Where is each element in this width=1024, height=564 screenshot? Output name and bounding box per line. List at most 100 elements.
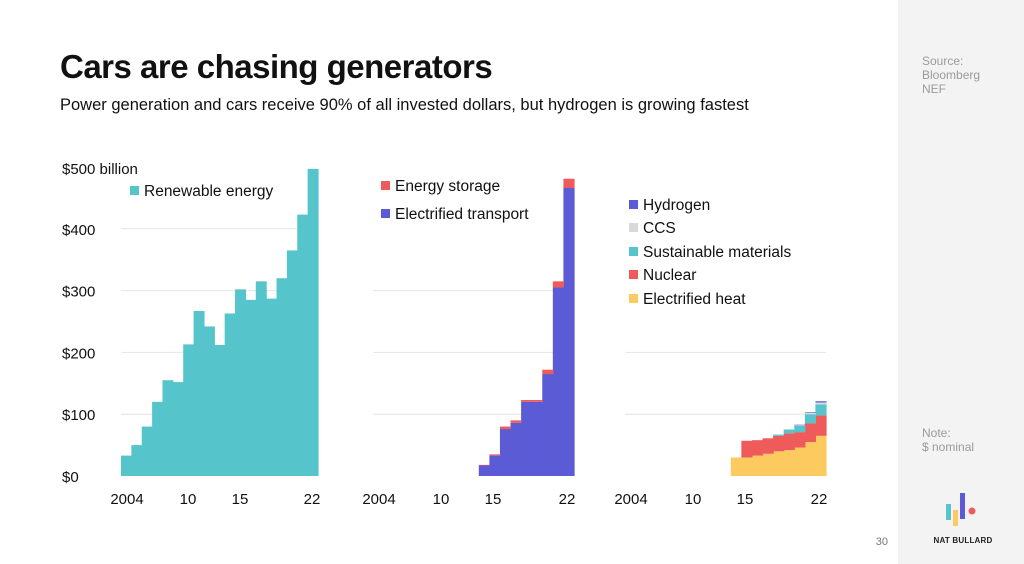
data-bar: [531, 401, 543, 476]
data-bar: [794, 425, 806, 426]
data-bar: [121, 455, 132, 476]
charts-area: $0 $100 $200 $300 $400 $500 billion 2004 10 15 22…: [62, 161, 828, 508]
note-line: Note:: [922, 426, 951, 440]
y-tick-label: $400: [62, 222, 95, 239]
data-bar: [266, 298, 278, 476]
data-bar: [804, 412, 817, 415]
legend-label: Nuclear: [643, 267, 696, 284]
source-line: Source:: [922, 54, 964, 68]
source-line: Bloomberg: [922, 68, 981, 82]
slide: Cars are chasing generators Power genera…: [60, 48, 888, 548]
x-tick-label: 10: [685, 491, 702, 508]
legend-swatch: [629, 294, 638, 303]
data-bar: [531, 399, 543, 402]
data-bar: [773, 451, 785, 476]
data-bar: [276, 278, 288, 476]
data-bar: [489, 454, 501, 456]
y-axis-label: $500 billion: [62, 161, 138, 178]
data-bar: [794, 432, 806, 448]
data-bar: [141, 426, 153, 476]
legend-label: Renewable energy: [144, 183, 274, 200]
data-bar: [542, 374, 554, 476]
legend-swatch: [130, 186, 139, 195]
data-bar: [510, 422, 522, 476]
data-bar: [751, 440, 764, 456]
logo: NAT BULLARD: [928, 490, 998, 550]
data-bar: [489, 455, 501, 476]
x-tick-label: 10: [180, 491, 197, 508]
legend-swatch: [381, 209, 390, 218]
data-bar: [297, 214, 309, 476]
data-bar: [542, 369, 554, 375]
x-tick-label: 22: [304, 491, 321, 508]
data-bar: [773, 435, 785, 452]
x-tick-label: 22: [559, 491, 576, 508]
data-bar: [804, 423, 817, 443]
x-tick-label: 10: [433, 491, 450, 508]
legend-label: Hydrogen: [643, 197, 710, 214]
data-bar: [563, 178, 575, 189]
page-subtitle: Power generation and cars receive 90% of…: [60, 96, 749, 114]
sidebar: Source: Bloomberg NEF Note: $ nominal NA…: [898, 0, 1024, 564]
data-bar: [152, 401, 164, 476]
data-bar: [762, 453, 774, 476]
data-bar: [815, 401, 827, 403]
data-bar: [815, 415, 827, 436]
y-tick-label: $300: [62, 284, 95, 301]
data-bar: [521, 401, 533, 476]
x-tick-label: 15: [737, 491, 754, 508]
data-bar: [162, 380, 174, 476]
data-bar: [131, 445, 143, 476]
data-bar: [804, 414, 817, 424]
data-bar: [783, 429, 795, 430]
data-bar: [751, 455, 764, 476]
data-bar: [730, 457, 742, 476]
data-bar: [773, 434, 785, 436]
data-bar: [552, 281, 565, 288]
y-tick-label: $0: [62, 469, 79, 486]
data-bar: [741, 457, 753, 476]
data-bar: [510, 420, 522, 423]
x-tick-label: 2004: [614, 491, 647, 508]
data-bar: [499, 429, 512, 476]
legend-swatch: [381, 181, 390, 190]
page-number: 30: [875, 536, 888, 548]
x-tick-label: 2004: [110, 491, 143, 508]
data-bar: [478, 465, 490, 476]
note-line: $ nominal: [922, 440, 975, 454]
logo-mark-icon: [946, 493, 976, 526]
data-bar: [815, 404, 827, 416]
legend-label: Electrified heat: [643, 291, 746, 308]
data-bar: [286, 250, 298, 476]
data-bar: [804, 442, 817, 476]
data-bar: [783, 450, 795, 476]
legend-label: Sustainable materials: [643, 244, 791, 261]
source-line: NEF: [922, 82, 946, 96]
legend-swatch: [629, 247, 638, 256]
data-bar: [307, 168, 319, 476]
data-bar: [804, 412, 817, 413]
data-bar: [499, 426, 512, 430]
data-bar: [552, 287, 565, 476]
x-tick-label: 2004: [362, 491, 395, 508]
x-tick-label: 15: [485, 491, 502, 508]
source-note: Source: Bloomberg NEF: [922, 54, 1017, 96]
data-bar: [203, 326, 215, 476]
legend-swatch: [629, 200, 638, 209]
data-bar: [783, 433, 795, 451]
data-bar: [478, 464, 490, 466]
data-bar: [783, 429, 795, 434]
data-bar: [235, 289, 247, 476]
legend-label: Electrified transport: [395, 206, 529, 223]
data-bar: [224, 313, 236, 476]
data-bar: [214, 344, 226, 476]
y-tick-label: $200: [62, 345, 95, 362]
data-bar: [245, 299, 257, 476]
logo-text: NAT BULLARD: [933, 536, 993, 545]
data-bar: [563, 188, 575, 476]
x-tick-label: 22: [811, 491, 828, 508]
data-bar: [794, 424, 806, 426]
data-bar: [172, 382, 184, 476]
data-bar: [741, 440, 753, 458]
data-bar: [255, 281, 267, 476]
